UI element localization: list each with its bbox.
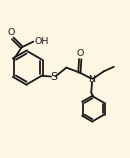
Text: S: S [50,72,57,82]
Text: N: N [89,75,96,84]
Text: OH: OH [34,37,49,46]
Text: O: O [8,28,15,37]
Text: O: O [77,49,84,58]
